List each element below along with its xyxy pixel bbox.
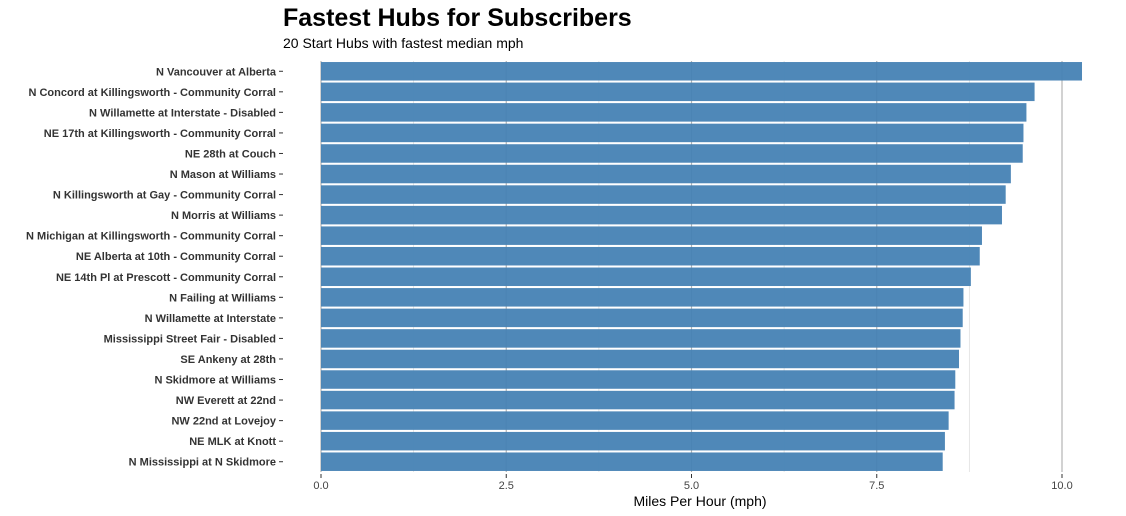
- bar: [321, 452, 943, 471]
- x-axis-title: Miles Per Hour (mph): [633, 493, 766, 509]
- bar: [321, 370, 956, 389]
- bar: [321, 164, 1011, 184]
- category-label: N Mississippi at N Skidmore: [129, 457, 276, 469]
- bar: [321, 144, 1023, 163]
- category-label: NE Alberta at 10th - Community Corral: [76, 251, 276, 263]
- category-label: NW Everett at 22nd: [176, 395, 276, 407]
- bar: [321, 226, 982, 245]
- category-label: N Mason at Williams: [170, 169, 276, 181]
- bars: [321, 62, 1083, 471]
- category-label: NE 14th Pl at Prescott - Community Corra…: [56, 272, 276, 284]
- category-label: N Vancouver at Alberta: [156, 66, 277, 78]
- bar: [321, 308, 963, 328]
- category-label: N Willamette at Interstate: [145, 313, 276, 325]
- x-tick-label: 5.0: [684, 480, 699, 492]
- grid: [320, 61, 1063, 472]
- chart-title: Fastest Hubs for Subscribers: [283, 4, 632, 32]
- category-label: NW 22nd at Lovejoy: [171, 416, 276, 428]
- category-label: N Skidmore at Williams: [154, 375, 276, 387]
- category-label: N Concord at Killingsworth - Community C…: [28, 87, 276, 99]
- category-label: N Michigan at Killingsworth - Community …: [26, 231, 276, 243]
- bar: [321, 349, 960, 369]
- bar: [321, 329, 961, 348]
- category-label: N Failing at Williams: [169, 292, 276, 304]
- bar: [321, 103, 1027, 122]
- x-tick-label: 0.0: [313, 480, 328, 492]
- bar: [321, 185, 1006, 204]
- bar: [321, 205, 1002, 225]
- category-label: SE Ankeny at 28th: [180, 354, 276, 366]
- category-label: N Morris at Williams: [171, 210, 276, 222]
- x-tick-label: 10.0: [1051, 480, 1072, 492]
- bar: [321, 62, 1083, 81]
- bar: [321, 82, 1035, 102]
- bar: [321, 267, 971, 287]
- category-label: NE MLK at Knott: [189, 436, 276, 448]
- x-axis: 0.0 2.5 5.0 7.5 10.0: [313, 474, 1073, 492]
- category-label: NE 17th at Killingsworth - Community Cor…: [44, 128, 276, 140]
- x-tick-label: 7.5: [869, 480, 884, 492]
- x-tick-label: 2.5: [499, 480, 514, 492]
- category-label: N Willamette at Interstate - Disabled: [89, 107, 276, 119]
- bar: [321, 123, 1024, 143]
- category-label: N Killingsworth at Gay - Community Corra…: [53, 190, 276, 202]
- category-label: Mississippi Street Fair - Disabled: [104, 333, 276, 345]
- bar: [321, 246, 980, 266]
- bar: [321, 288, 964, 307]
- chart-subtitle: 20 Start Hubs with fastest median mph: [283, 35, 523, 51]
- category-labels: N Vancouver at Alberta N Concord at Killi…: [26, 66, 283, 469]
- bar: [321, 390, 955, 410]
- bar: [321, 431, 945, 451]
- category-label: NE 28th at Couch: [185, 148, 276, 160]
- bar: [321, 411, 949, 430]
